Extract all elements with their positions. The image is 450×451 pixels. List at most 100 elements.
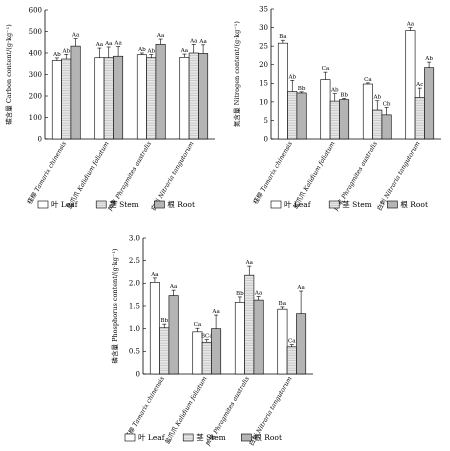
y-tick-label: 400 [29, 49, 42, 57]
legend-swatch [387, 200, 398, 209]
significance-label: Aa [169, 284, 178, 290]
y-tick-label: 5 [264, 117, 268, 125]
bar [296, 92, 307, 140]
bar [424, 67, 435, 140]
bar [70, 45, 81, 140]
significance-label: Aa [245, 260, 254, 266]
y-tick-label: 600 [29, 6, 42, 14]
legend-swatch [37, 200, 49, 209]
bar [201, 341, 212, 375]
y-tick-label: 10 [259, 98, 268, 106]
y-tick-label: 25 [259, 43, 268, 51]
significance-label: Bb [298, 86, 306, 92]
significance-label: Aa [254, 290, 263, 296]
legend-label: 根 Root [254, 432, 282, 442]
bar [179, 56, 190, 140]
legend-swatch [241, 433, 252, 442]
bar [329, 100, 340, 140]
bar [405, 30, 416, 140]
significance-label: Cb [383, 101, 391, 107]
bar [136, 54, 147, 140]
significance-label: Ab [287, 74, 296, 80]
y-tick-label: 1.5 [129, 302, 140, 310]
significance-label: BCa [201, 334, 213, 340]
y-tick-label: 0.5 [129, 348, 140, 356]
significance-label: Aa [71, 33, 80, 39]
significance-label: Aa [95, 42, 104, 48]
legend-swatch [154, 200, 165, 209]
y-axis-title: 碳含量 Carbon content/(g·kg⁻¹) [4, 24, 13, 125]
bar [188, 52, 199, 140]
significance-label: Ab [424, 56, 433, 62]
y-tick-label: 2.5 [129, 257, 140, 265]
bar [155, 44, 166, 140]
y-tick-label: 20 [259, 61, 268, 69]
significance-label: Aa [211, 309, 220, 315]
significance-label: Aa [406, 22, 415, 28]
phosphorus-legend: 叶 Leaf 茎 Stem 根 Root [124, 432, 282, 442]
bar [372, 109, 383, 140]
bar [146, 57, 157, 140]
y-tick-label: 15 [259, 80, 268, 88]
significance-label: Aa [156, 33, 165, 39]
bar [103, 57, 114, 140]
y-tick-label: 30 [259, 24, 268, 32]
bar [244, 274, 255, 375]
legend-label: 叶 Leaf [284, 200, 312, 209]
significance-label: Bb [236, 291, 244, 297]
legend-swatch [328, 200, 340, 209]
significance-label: Ab [146, 49, 155, 55]
bar [61, 58, 72, 140]
bar [320, 79, 331, 140]
bar [168, 295, 179, 375]
bar [277, 42, 288, 140]
x-category-label: 柽柳 Tamarix chinensis [124, 375, 166, 441]
legend-label: 根 Root [167, 199, 195, 209]
x-category-label: 柽柳 Tamarix chinensis [26, 140, 68, 206]
phosphorus-chart: 0 0.5 1.0 1.5 2.0 2.5 3.0 磷含量 Phosphorus conten… [110, 234, 313, 448]
significance-label: Ab [330, 88, 339, 94]
significance-label: Aa [104, 41, 113, 47]
y-tick-label: 0 [264, 135, 268, 143]
legend-label: 茎 Stem [109, 199, 139, 209]
y-tick-label: 35 [259, 5, 268, 13]
bar [159, 327, 170, 375]
bar [234, 302, 245, 375]
carbon-chart: 0 100 200 300 400 500 600 碳含量 Carbon content/(g… [4, 6, 215, 213]
significance-label: Ba [279, 34, 287, 40]
bar [113, 55, 124, 140]
legend-swatch [270, 200, 282, 209]
significance-label: Aa [198, 39, 207, 45]
significance-label: Ab [137, 47, 146, 53]
significance-label: Ca [194, 322, 202, 328]
significance-label: Ac [415, 82, 423, 88]
bar [286, 346, 297, 375]
significance-label: Ab [61, 48, 70, 54]
legend-swatch [124, 433, 136, 442]
y-tick-label: 200 [29, 92, 42, 100]
bar [296, 313, 307, 375]
y-tick-label: 0 [38, 135, 42, 143]
significance-label: Bb [340, 93, 348, 99]
significance-label: Bb [160, 318, 168, 324]
bar [362, 83, 373, 140]
significance-label: Aa [180, 48, 189, 54]
carbon-legend: 叶 Leaf 茎 Stem 根 Root [37, 199, 195, 209]
legend-label: 根 Root [400, 199, 428, 209]
bar [253, 299, 264, 375]
x-category-label: 柽柳 Tamarix chinensis [252, 140, 294, 206]
y-tick-label: 3.0 [129, 234, 140, 242]
y-tick-label: 100 [29, 114, 42, 122]
significance-label: Ca [364, 77, 372, 83]
bar [339, 99, 350, 140]
bar [414, 97, 425, 140]
legend-swatch [95, 200, 107, 209]
bar [211, 328, 222, 375]
bar [51, 60, 62, 140]
nitrogen-legend: 叶 Leaf 茎 Stem 根 Root [270, 199, 428, 209]
y-tick-label: 0 [136, 370, 140, 378]
bar [277, 308, 288, 375]
significance-label: Aa [296, 285, 305, 291]
y-tick-label: 1.0 [129, 325, 140, 333]
